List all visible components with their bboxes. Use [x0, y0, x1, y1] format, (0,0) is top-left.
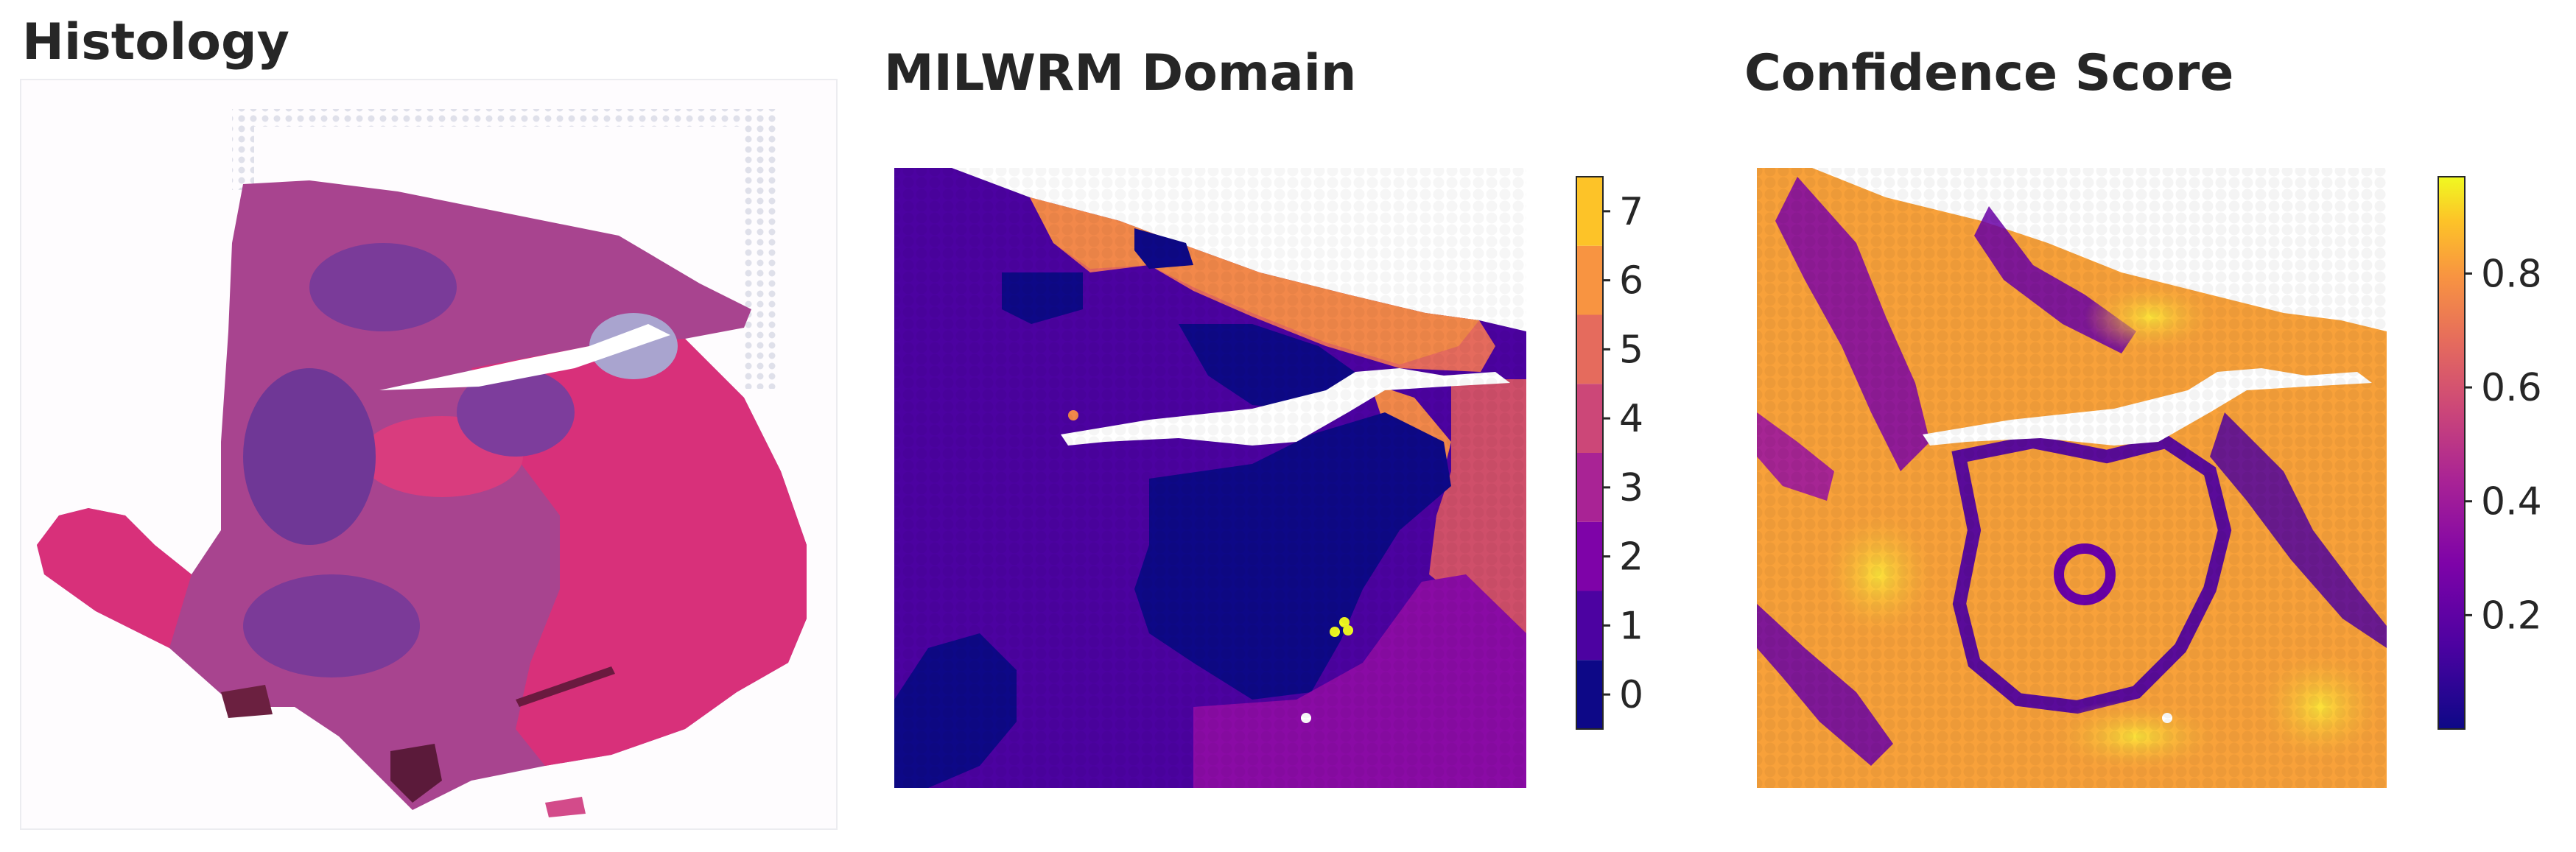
tissue-dark-patch-4 [243, 574, 420, 677]
tissue-dark-edge [221, 685, 273, 718]
domain-spot-texture [894, 168, 1526, 788]
domain-title: MILWRM Domain [884, 44, 1357, 102]
domain-panel [894, 168, 1526, 788]
spot-grid-top [232, 109, 777, 127]
tissue-pink-region [471, 339, 807, 766]
confidence-colorbar-tick-label: 0.6 [2481, 366, 2542, 410]
domain-colorbar-tick-label: 7 [1619, 190, 1643, 234]
histology-title: Histology [22, 13, 289, 71]
confidence-panel [1757, 168, 2387, 788]
tissue-dark-patch-2 [243, 368, 376, 545]
tissue-left-lobe [37, 508, 192, 648]
domain-colorbar-tick-label: 2 [1619, 535, 1643, 580]
tissue-fold [516, 666, 615, 707]
domain-colorbar-tick-label: 6 [1619, 259, 1643, 303]
domain-colorbar-segment [1576, 591, 1603, 661]
domain-colorbar-tick-label: 3 [1619, 466, 1643, 510]
confidence-colorbar: 0.2 0.4 0.6 0.8 [2438, 176, 2542, 730]
histology-panel [20, 79, 838, 830]
domain-colorbar-tick-label: 4 [1619, 397, 1643, 441]
tissue-dark-corner [390, 744, 442, 803]
domain-colorbar: 0 1 2 3 4 5 6 7 [1576, 176, 1643, 730]
domain-colorbar-segment [1576, 314, 1603, 384]
domain-colorbar-tick-label: 1 [1619, 604, 1643, 648]
domain-colorbar-segment [1576, 177, 1603, 246]
spot-grid-right [744, 109, 777, 389]
domain-colorbar-frame [1576, 176, 1604, 730]
confidence-spot-texture [1757, 168, 2387, 788]
confidence-colorbar-tick-label: 0.2 [2481, 594, 2542, 638]
confidence-colorbar-frame [2438, 176, 2466, 730]
domain-colorbar-tick-label: 5 [1619, 328, 1643, 372]
tissue-dark-patch-1 [309, 243, 457, 331]
tissue-dark-patch-3 [457, 368, 575, 457]
domain-colorbar-segment [1576, 245, 1603, 315]
confidence-colorbar-tick-label: 0.4 [2481, 480, 2542, 524]
domain-colorbar-segment [1576, 660, 1603, 729]
domain-colorbar-segment [1576, 384, 1603, 453]
tissue-tear [379, 324, 670, 390]
domain-colorbar-segment [1576, 521, 1603, 591]
domain-colorbar-segment [1576, 453, 1603, 522]
domain-colorbar-tick-label: 0 [1619, 673, 1643, 717]
tissue-fragment [545, 797, 586, 817]
spot-grid-left [232, 109, 254, 190]
confidence-colorbar-tick-label: 0.8 [2481, 252, 2542, 296]
confidence-colorbar-gradient [2438, 177, 2465, 729]
confidence-title: Confidence Score [1744, 44, 2234, 102]
